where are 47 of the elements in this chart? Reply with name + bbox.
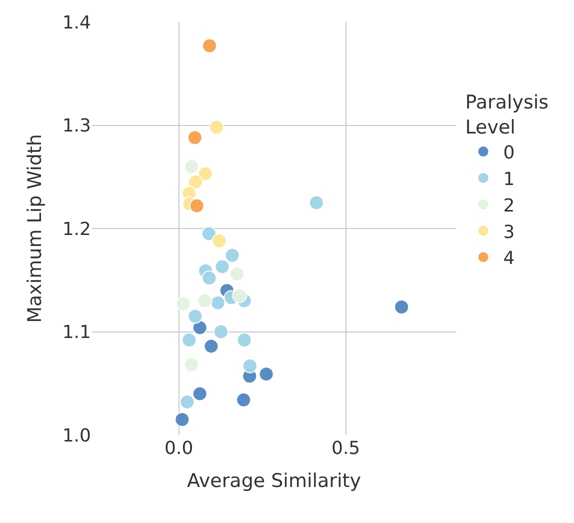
point — [232, 288, 248, 304]
x-tick-label: 0.0 — [164, 438, 194, 459]
legend-label: 4 — [503, 248, 515, 270]
point — [184, 357, 200, 372]
legend-label: 2 — [503, 195, 515, 216]
point — [210, 295, 226, 310]
point — [180, 394, 195, 410]
point — [192, 386, 208, 402]
point — [202, 38, 218, 54]
point — [308, 195, 324, 210]
y-tick-label: 1.0 — [62, 425, 91, 446]
point — [204, 338, 219, 354]
point — [209, 120, 224, 135]
point — [202, 270, 217, 286]
point — [236, 392, 252, 408]
point — [212, 233, 227, 248]
point — [184, 159, 200, 174]
y-tick-label: 1.1 — [62, 322, 91, 344]
point — [236, 332, 252, 348]
point — [176, 296, 191, 312]
point — [189, 198, 204, 214]
point — [242, 358, 258, 374]
legend-title: Paralysis Level — [465, 92, 549, 138]
point — [198, 166, 213, 182]
point — [197, 293, 212, 308]
x-axis-title: Average Similarity — [187, 470, 361, 492]
point — [192, 320, 208, 336]
y-tick-label: 1.2 — [62, 218, 91, 240]
point — [394, 299, 410, 314]
point — [188, 174, 204, 190]
legend-label: 1 — [503, 168, 515, 190]
point — [188, 308, 203, 324]
y-tick-label: 1.3 — [62, 116, 91, 137]
point — [229, 266, 244, 282]
point — [258, 366, 274, 382]
point — [224, 248, 240, 263]
y-tick-label: 1.4 — [62, 12, 91, 34]
x-tick-label: 0.5 — [331, 438, 360, 459]
y-axis-title: Maximum Lip Width — [24, 134, 46, 323]
point — [187, 130, 202, 146]
point — [201, 226, 216, 242]
legend-label: 0 — [503, 142, 515, 164]
point — [213, 324, 228, 340]
point — [182, 332, 197, 348]
point — [174, 412, 190, 428]
point — [214, 259, 230, 274]
legend-label: 3 — [503, 222, 515, 243]
